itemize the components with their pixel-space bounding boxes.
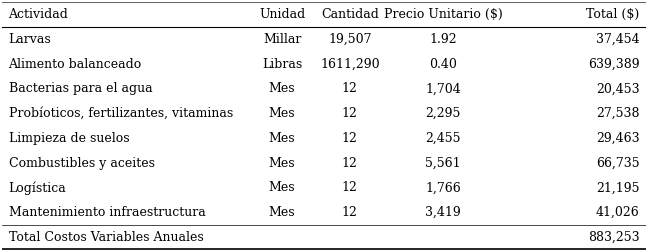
Text: Mes: Mes [269, 132, 295, 145]
Text: Limpieza de suelos: Limpieza de suelos [8, 132, 129, 145]
Text: 1.92: 1.92 [429, 33, 457, 46]
Text: Cantidad: Cantidad [321, 8, 378, 21]
Text: 21,195: 21,195 [596, 181, 640, 195]
Text: Precio Unitario ($): Precio Unitario ($) [384, 8, 502, 21]
Text: 0.40: 0.40 [429, 57, 457, 71]
Text: 12: 12 [341, 157, 358, 170]
Text: 12: 12 [341, 206, 358, 219]
Text: Actividad: Actividad [8, 8, 69, 21]
Text: Unidad: Unidad [259, 8, 305, 21]
Text: Libras: Libras [262, 57, 302, 71]
Text: 883,253: 883,253 [588, 231, 640, 244]
Text: 20,453: 20,453 [596, 82, 640, 95]
Text: 3,419: 3,419 [425, 206, 461, 219]
Text: Total Costos Variables Anuales: Total Costos Variables Anuales [8, 231, 203, 244]
Text: Total ($): Total ($) [586, 8, 640, 21]
Text: Mantenimiento infraestructura: Mantenimiento infraestructura [8, 206, 205, 219]
Text: Alimento balanceado: Alimento balanceado [8, 57, 142, 71]
Text: Logística: Logística [8, 181, 66, 195]
Text: 12: 12 [341, 82, 358, 95]
Text: Mes: Mes [269, 206, 295, 219]
Text: 19,507: 19,507 [328, 33, 371, 46]
Text: 27,538: 27,538 [596, 107, 640, 120]
Text: Millar: Millar [263, 33, 301, 46]
Text: Probíoticos, fertilizantes, vitaminas: Probíoticos, fertilizantes, vitaminas [8, 107, 233, 120]
Text: 12: 12 [341, 132, 358, 145]
Text: 2,455: 2,455 [425, 132, 461, 145]
Text: Mes: Mes [269, 157, 295, 170]
Text: 639,389: 639,389 [588, 57, 640, 71]
Text: 37,454: 37,454 [596, 33, 640, 46]
Text: Bacterias para el agua: Bacterias para el agua [8, 82, 152, 95]
Text: 1611,290: 1611,290 [320, 57, 380, 71]
Text: 12: 12 [341, 107, 358, 120]
Text: 5,561: 5,561 [425, 157, 461, 170]
Text: 2,295: 2,295 [426, 107, 461, 120]
Text: Mes: Mes [269, 181, 295, 195]
Text: Combustibles y aceites: Combustibles y aceites [8, 157, 154, 170]
Text: Mes: Mes [269, 107, 295, 120]
Text: 12: 12 [341, 181, 358, 195]
Text: 29,463: 29,463 [596, 132, 640, 145]
Text: 66,735: 66,735 [596, 157, 640, 170]
Text: 1,766: 1,766 [425, 181, 461, 195]
Text: Larvas: Larvas [8, 33, 51, 46]
Text: 41,026: 41,026 [596, 206, 640, 219]
Text: 1,704: 1,704 [425, 82, 461, 95]
Text: Mes: Mes [269, 82, 295, 95]
